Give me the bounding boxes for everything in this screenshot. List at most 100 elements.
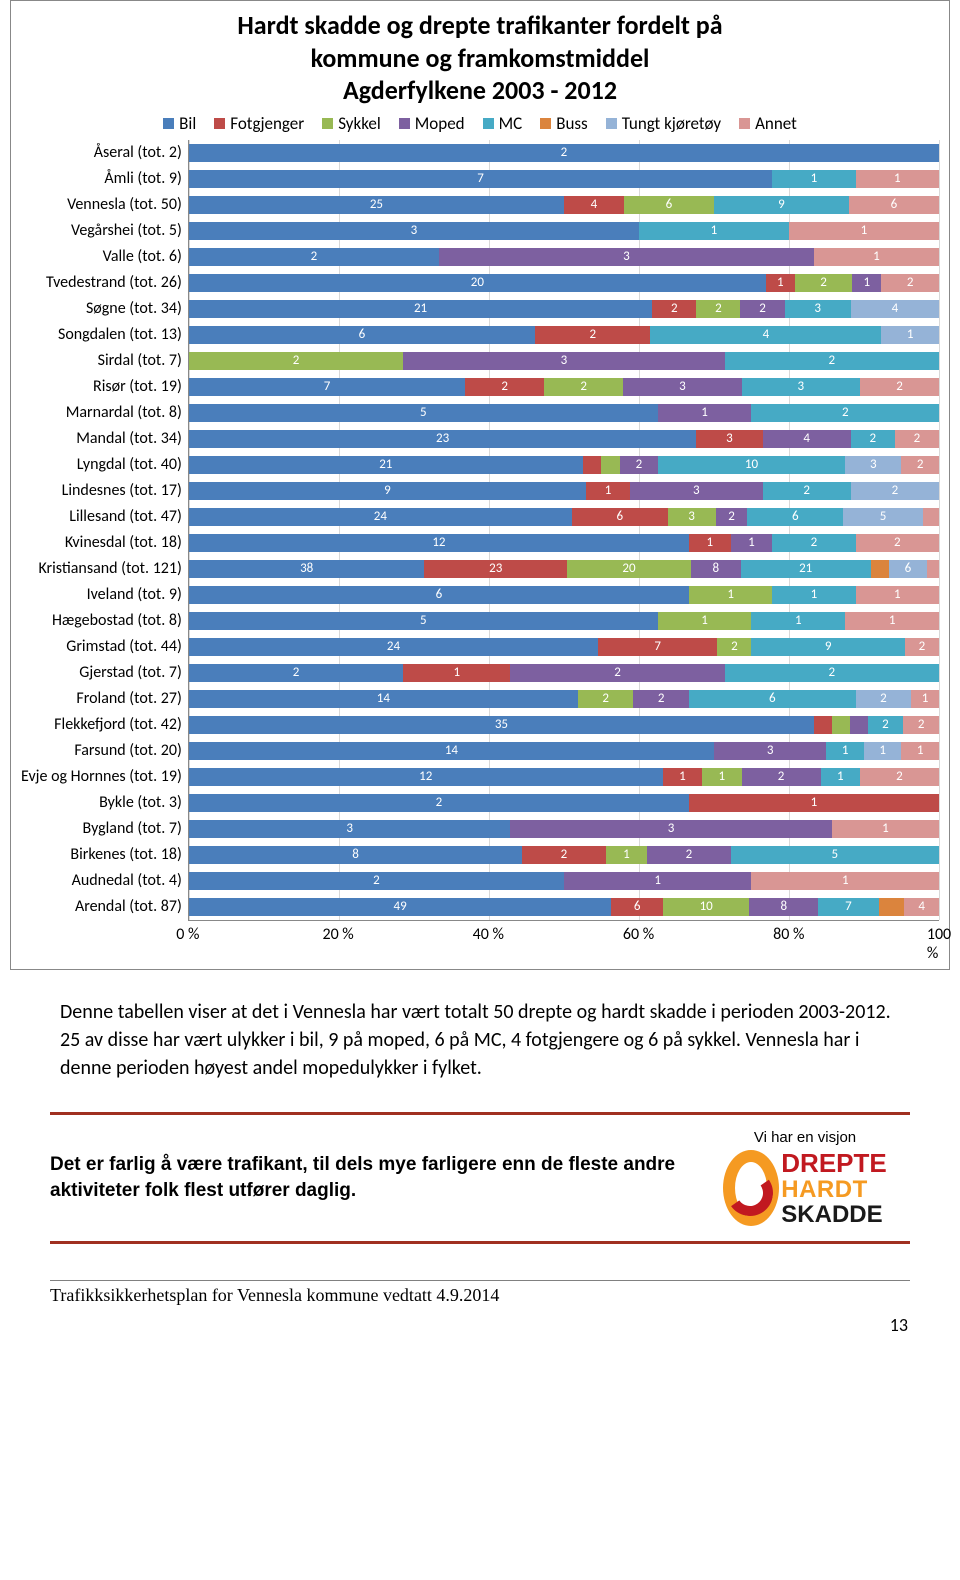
bar-segment-tungt: 5 [843, 508, 923, 526]
y-label: Gjerstad (tot. 7) [21, 660, 188, 686]
page-number: 13 [50, 1314, 910, 1336]
bar-segment-fot: 2 [465, 378, 544, 396]
legend-swatch [739, 118, 750, 129]
stacked-bar: 311 [189, 222, 939, 240]
bar-segment-fot: 6 [611, 898, 663, 916]
stacked-bar: 3522 [189, 716, 939, 734]
bar-segment-bil: 7 [189, 378, 465, 396]
bar-segment-mc: 6 [689, 690, 856, 708]
legend-label: Annet [755, 113, 797, 134]
bar-row: 2122234 [189, 296, 939, 322]
legend-item-tungt: Tungt kjøretøy [606, 113, 721, 134]
bar-segment-bil: 3 [189, 222, 639, 240]
x-tick: 80 % [773, 925, 804, 944]
bar-segment-fot: 1 [689, 534, 731, 552]
legend-swatch [399, 118, 410, 129]
bar-segment-sykkel: 6 [624, 196, 714, 214]
y-label: Hægebostad (tot. 8) [21, 608, 188, 634]
stacked-bar: 121122 [189, 534, 939, 552]
bar-segment-mc: 10 [658, 456, 846, 474]
stacked-bar: 1422621 [189, 690, 939, 708]
bar-row: 5111 [189, 608, 939, 634]
bar-segment-fot [814, 716, 832, 734]
vision-word-1: DREPTE [781, 1150, 886, 1177]
chart-title-line3: Agderfylkene 2003 - 2012 [343, 74, 617, 106]
bar-segment-sykkel: 3 [668, 508, 716, 526]
bar-segment-bil: 23 [189, 430, 696, 448]
y-label: Åseral (tot. 2) [21, 140, 188, 166]
bar-row: 21 [189, 790, 939, 816]
bar-segment-mc: 2 [868, 716, 904, 734]
legend-swatch [214, 118, 225, 129]
legend-swatch [483, 118, 494, 129]
stacked-bar: 2121032 [189, 456, 939, 474]
bar-segment-mc: 1 [639, 222, 789, 240]
bar-row: 711 [189, 166, 939, 192]
bar-segment-sykkel: 1 [689, 586, 772, 604]
bar-segment-mc: 6 [747, 508, 843, 526]
bar-segment-moped: 3 [403, 352, 724, 370]
bar-segment-sykkel: 2 [578, 690, 634, 708]
bar-segment-bil: 6 [189, 326, 535, 344]
bar-row: 3823208216 [189, 556, 939, 582]
stacked-bar: 21 [189, 794, 939, 812]
stacked-bar: 2122 [189, 664, 939, 682]
bar-segment-bil: 38 [189, 560, 425, 578]
bar-segment-annet: 2 [860, 378, 939, 396]
bar-row: 512 [189, 400, 939, 426]
stacked-bar: 91322 [189, 482, 939, 500]
bar-segment-bil: 3 [189, 820, 510, 838]
bar-row: 82125 [189, 842, 939, 868]
bar-segment-tungt: 4 [851, 300, 939, 318]
bar-segment-mc: 1 [772, 170, 855, 188]
bar-segment-moped: 1 [658, 404, 752, 422]
y-label: Arendal (tot. 87) [21, 894, 188, 920]
bar-segment-bil: 2 [189, 794, 689, 812]
vision-word-3: SKADDE [781, 1202, 886, 1227]
vision-logo: DREPTE HARDT SKADDE [700, 1150, 910, 1228]
legend-swatch [163, 118, 174, 129]
bar-segment-sykkel [832, 716, 850, 734]
legend-swatch [540, 118, 551, 129]
x-tick: 40 % [473, 925, 504, 944]
bar-row: 2121032 [189, 452, 939, 478]
bar-segment-mc: 9 [714, 196, 849, 214]
bar-segment-fot: 1 [403, 664, 510, 682]
legend-item-mc: MC [483, 113, 523, 134]
bar-row: 6111 [189, 582, 939, 608]
bar-segment-annet: 2 [905, 638, 939, 656]
bar-segment-sykkel [601, 456, 620, 474]
bar-segment-annet: 2 [901, 456, 939, 474]
bar-segment-bil: 2 [189, 248, 439, 266]
stacked-bar: 233422 [189, 430, 939, 448]
bar-segment-bil: 2 [189, 144, 939, 162]
bar-segment-mc: 5 [731, 846, 939, 864]
legend-item-annet: Annet [739, 113, 797, 134]
y-axis-labels: Åseral (tot. 2)Åmli (tot. 9)Vennesla (to… [21, 140, 188, 949]
bar-segment-sykkel: 2 [717, 638, 751, 656]
y-label: Birkenes (tot. 18) [21, 842, 188, 868]
y-label: Kristiansand (tot. 121) [21, 556, 188, 582]
y-label: Songdalen (tot. 13) [21, 322, 188, 348]
bar-segment-annet: 1 [911, 690, 939, 708]
legend-item-moped: Moped [399, 113, 465, 134]
bar-segment-sykkel: 2 [795, 274, 853, 292]
bars-column: 2711254696311231201212212223462412327223… [188, 140, 939, 949]
bar-segment-moped: 1 [564, 872, 752, 890]
y-label: Froland (tot. 27) [21, 686, 188, 712]
bar-segment-annet: 2 [903, 716, 939, 734]
bar-segment-moped: 2 [633, 690, 689, 708]
bar-segment-moped: 8 [691, 560, 741, 578]
bar-segment-bil: 21 [189, 456, 583, 474]
stacked-bar: 231 [189, 248, 939, 266]
bar-row: 722332 [189, 374, 939, 400]
bar-segment-annet: 4 [904, 898, 938, 916]
legend-label: Fotgjenger [230, 113, 304, 134]
bar-segment-moped: 1 [852, 274, 881, 292]
bar-segment-bil: 12 [189, 768, 663, 786]
y-label: Flekkefjord (tot. 42) [21, 712, 188, 738]
y-label: Sirdal (tot. 7) [21, 348, 188, 374]
y-label: Søgne (tot. 34) [21, 296, 188, 322]
bar-segment-moped: 3 [630, 482, 762, 500]
bar-row: 6241 [189, 322, 939, 348]
